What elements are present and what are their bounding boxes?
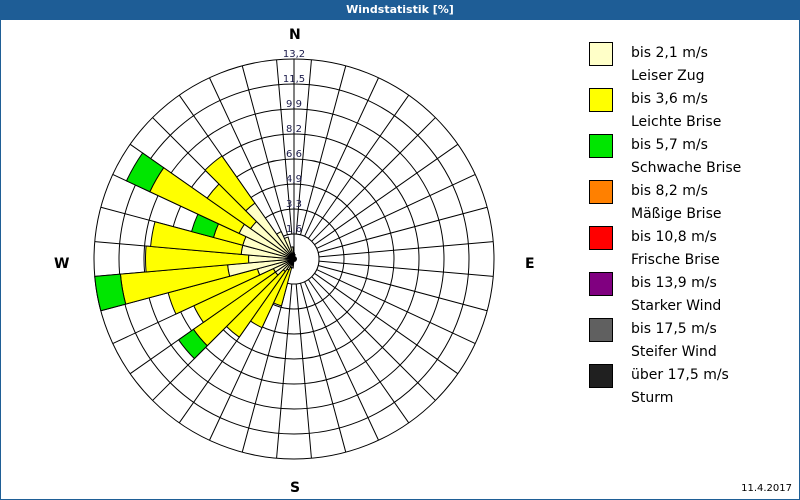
radial-tick-label: 8,2 [286,124,302,135]
legend-item-leiser-zug: bis 2,1 m/s Leiser Zug [589,42,789,88]
legend-item-schwache-brise: bis 5,7 m/s Schwache Brise [589,134,789,180]
legend-item-sturm: über 17,5 m/s Sturm [589,364,789,410]
radial-tick-label: 3,3 [286,199,302,210]
legend-item-frische-brise: bis 10,8 m/s Frische Brise [589,226,789,272]
wind-sector [125,152,165,193]
wind-sector [204,155,256,212]
legend-range: über 17,5 m/s [631,367,729,383]
legend-swatch [589,180,613,204]
legend-label: Starker Wind [631,298,722,314]
radial-tick-label: 11,5 [283,74,305,85]
radial-tick-label: 13,2 [283,49,305,60]
legend-swatch [589,272,613,296]
legend-range: bis 5,7 m/s [631,137,708,153]
radial-tick-label: 1,6 [286,224,302,235]
legend-range: bis 10,8 m/s [631,229,717,245]
direction-north: N [289,27,301,43]
direction-east: E [525,256,535,272]
wind-sector [150,221,244,255]
legend-swatch [589,226,613,250]
legend-label: Sturm [631,390,674,406]
legend-label: Schwache Brise [631,160,742,176]
legend-label: Frische Brise [631,252,720,268]
legend-label: Steifer Wind [631,344,717,360]
legend-item-maessige-brise: bis 8,2 m/s Mäßige Brise [589,180,789,226]
wind-sector [283,236,295,260]
legend-swatch [589,318,613,342]
radial-tick-label: 6,6 [286,149,302,160]
legend-range: bis 17,5 m/s [631,321,717,337]
legend-swatch [589,88,613,112]
radial-tick-label: 4,9 [286,174,302,185]
window-title: Windstatistik [%] [0,0,800,20]
legend-label: Leiser Zug [631,68,705,84]
wind-sector [94,273,127,312]
legend-item-steifer-wind: bis 17,5 m/s Steifer Wind [589,318,789,364]
legend-item-starker-wind: bis 13,9 m/s Starker Wind [589,272,789,318]
wind-sector [275,230,295,260]
legend-range: bis 3,6 m/s [631,91,708,107]
legend-swatch [589,134,613,158]
legend-label: Mäßige Brise [631,206,722,222]
wind-sector [145,245,250,273]
wind-sector [177,328,208,360]
legend-swatch [589,42,613,66]
legend-range: bis 8,2 m/s [631,183,708,199]
legend-swatch [589,364,613,388]
radial-tick-label: 9,9 [286,99,302,110]
wind-sector [290,246,295,260]
legend-label: Leichte Brise [631,114,722,130]
date-label: 11.4.2017 [741,483,792,494]
wind-rose-chart: 1,6 3,3 4,9 6,6 8,2 9,9 11,5 13,2 [93,49,495,460]
legend-range: bis 13,9 m/s [631,275,717,291]
direction-south: S [290,480,301,496]
legend-item-leichte-brise: bis 3,6 m/s Leichte Brise [589,88,789,134]
direction-west: W [54,256,70,272]
legend-range: bis 2,1 m/s [631,45,708,61]
